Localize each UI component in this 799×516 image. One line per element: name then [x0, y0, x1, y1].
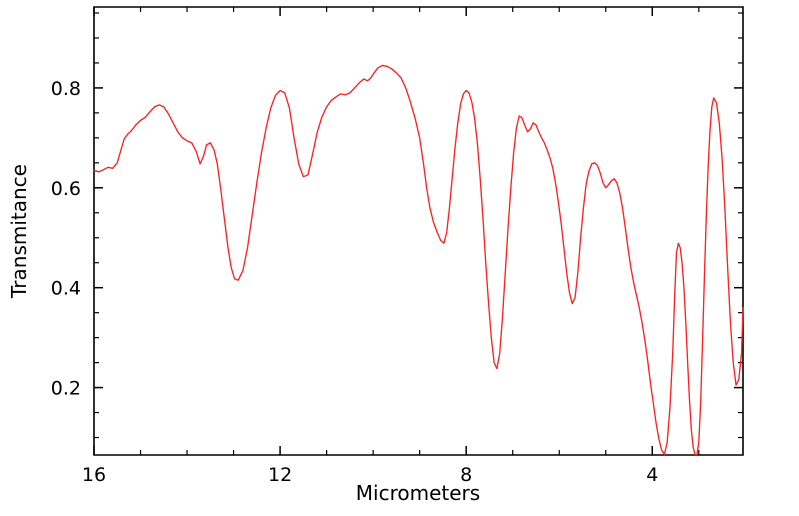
- y-tick-label: 0.4: [51, 278, 81, 300]
- y-tick-label: 0.2: [51, 378, 81, 400]
- x-tick-label: 4: [646, 464, 658, 486]
- x-axis-label: Micrometers: [356, 481, 480, 505]
- spectrum-line: [93, 64, 744, 456]
- x-tick-label: 16: [82, 464, 106, 486]
- y-tick-label: 0.8: [51, 78, 81, 100]
- x-tick-label: 8: [460, 464, 472, 486]
- y-axis-label: Transmitance: [7, 164, 31, 299]
- x-tick-label: 12: [268, 464, 292, 486]
- y-tick-label: 0.6: [51, 178, 81, 200]
- axis-frame: [93, 6, 744, 456]
- axis-tick-labels-group: 16 12 8 4 0.2 0.4 0.6 0.8: [51, 78, 659, 486]
- axis-ticks-group: [93, 7, 743, 455]
